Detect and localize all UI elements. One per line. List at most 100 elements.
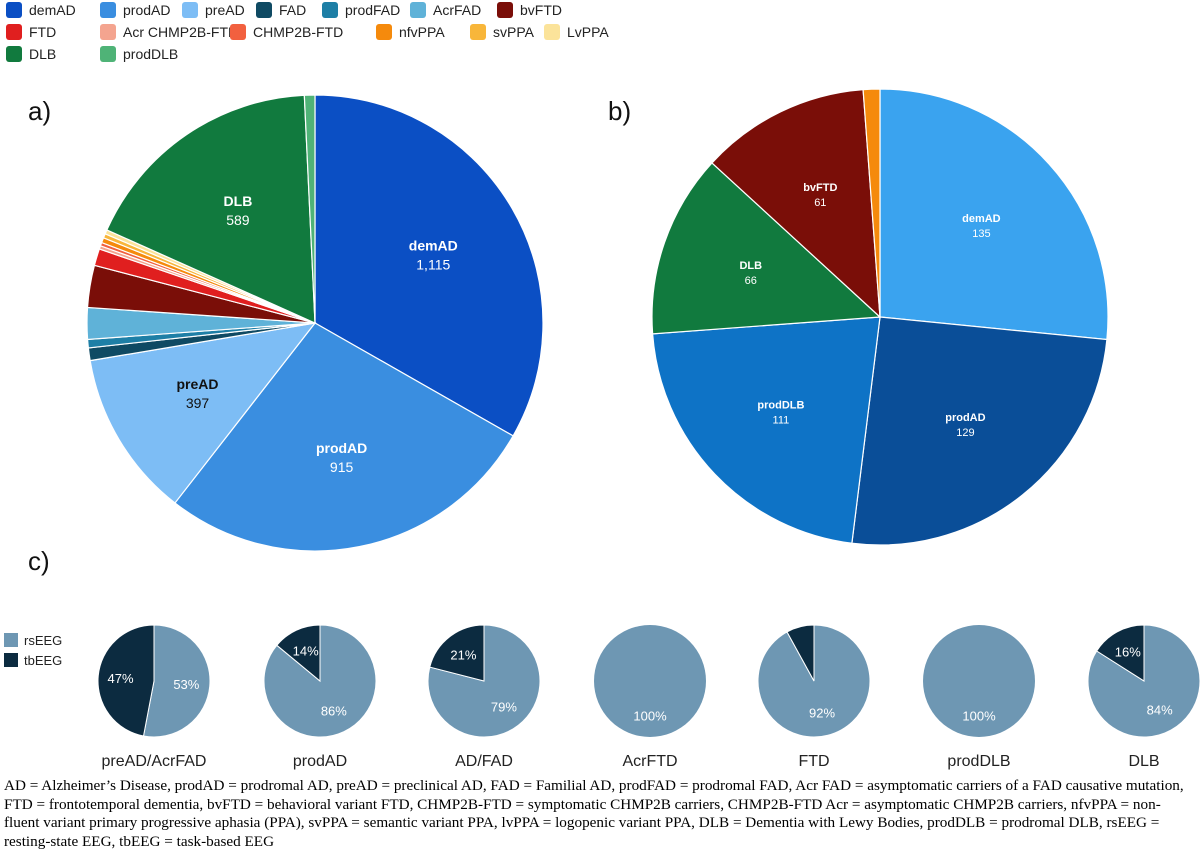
mini-pie-group-label: prodAD: [293, 753, 347, 770]
legend-label: demAD: [29, 2, 76, 18]
legend-swatch: [230, 24, 246, 40]
mini-pie-tb-label: 16%: [1115, 645, 1141, 660]
pie-a-slice-value: 915: [330, 459, 354, 475]
panel-a-label: a): [28, 96, 52, 126]
pie-a-slice: [106, 94, 316, 324]
legend-label: svPPA: [493, 24, 534, 40]
pie-b-slice: [851, 316, 1108, 546]
legend-item: prodDLB: [100, 46, 178, 62]
mini-pie-slice: [1096, 624, 1145, 682]
pie-b-slice-name: prodDLB: [757, 399, 804, 411]
legend-label: prodDLB: [123, 46, 179, 62]
pie-a-slice-name: preAD: [176, 376, 218, 392]
c-legend-swatch: [4, 633, 18, 647]
mini-pie-rs-label: 86%: [321, 703, 347, 718]
legend-item: preAD: [182, 2, 245, 18]
legend-label: FAD: [279, 2, 307, 18]
legend-item: nfvPPA: [376, 24, 445, 40]
c-legend-label: rsEEG: [24, 633, 62, 648]
legend-swatch: [544, 24, 560, 40]
legend-label: DLB: [29, 46, 57, 62]
c-legend-swatch: [4, 653, 18, 667]
legend-label: prodAD: [123, 2, 171, 18]
pie-b-slice-name: bvFTD: [803, 182, 837, 194]
legend-swatch: [256, 2, 272, 18]
legend-item: CHMP2B-FTD: [230, 24, 343, 40]
mini-pie-group-label: FTD: [798, 753, 829, 770]
mini-pie-slice: [1087, 624, 1200, 738]
pie-b-slice-value: 111: [773, 414, 790, 426]
mini-pie-slice: [786, 624, 815, 682]
mini-pie-rs-label: 92%: [809, 705, 835, 720]
legend-label: LvPPA: [567, 24, 609, 40]
pie-b-slice: [862, 88, 881, 318]
legend-item: FTD: [6, 24, 56, 40]
mini-pie-slice: [276, 624, 321, 683]
mini-pie-group-label: AD/FAD: [455, 753, 513, 770]
pie-a-slice: [314, 94, 544, 437]
pie-a-slice-value: 1,115: [416, 256, 450, 272]
pie-b-slice-value: 66: [745, 275, 757, 287]
legend-swatch: [6, 2, 22, 18]
mini-pie-rs-label: 100%: [962, 709, 996, 724]
legend-label: nfvPPA: [399, 24, 445, 40]
legend-swatch: [100, 46, 116, 62]
legend-swatch: [410, 2, 426, 18]
pie-b-slice-name: demAD: [962, 213, 1001, 225]
legend-item: prodFAD: [322, 2, 400, 18]
legend-item: FAD: [256, 2, 306, 18]
legend-swatch: [6, 24, 22, 40]
mini-pie-rs-label: 53%: [173, 677, 199, 692]
pie-a-slice-name: demAD: [409, 237, 458, 253]
legend-swatch: [100, 2, 116, 18]
pie-a-slice-name: prodAD: [316, 440, 367, 456]
legend-label: bvFTD: [520, 2, 562, 18]
pie-b-slice-name: prodAD: [945, 412, 985, 424]
mini-pie-tb-label: 47%: [108, 671, 134, 686]
pie-a-slice-value: 589: [226, 212, 250, 228]
legend-label: prodFAD: [345, 2, 401, 18]
pie-b-slice-name: DLB: [739, 260, 762, 272]
pie-b-slice: [879, 88, 1109, 341]
pie-a-slice: [303, 94, 316, 324]
mini-pie-group-label: DLB: [1128, 753, 1159, 770]
c-legend-label: tbEEG: [24, 653, 62, 668]
mini-pie-slice: [594, 625, 706, 737]
mini-pie-slice: [429, 624, 485, 682]
mini-pie-tb-label: 21%: [450, 647, 476, 662]
mini-pie-rs-label: 84%: [1147, 702, 1173, 717]
legend-swatch: [376, 24, 392, 40]
mini-pie-group-label: AcrFTD: [622, 753, 677, 770]
pie-b-slice-value: 129: [956, 427, 974, 439]
legend-label: CHMP2B-FTD: [253, 24, 344, 40]
mini-pie-group-label: preAD/AcrFAD: [102, 753, 207, 770]
legend-item: DLB: [6, 46, 56, 62]
legend-swatch: [182, 2, 198, 18]
pie-b-slice: [651, 162, 882, 335]
pie-b-slice: [711, 88, 881, 319]
legend-item: bvFTD: [497, 2, 562, 18]
pie-b-slice-value: 61: [814, 197, 826, 209]
pie-b-slice-value: 135: [972, 228, 990, 240]
legend-swatch: [470, 24, 486, 40]
legend-item: AcrFAD: [410, 2, 481, 18]
legend-item: LvPPA: [544, 24, 609, 40]
legend-label: preAD: [205, 2, 245, 18]
legend-label: AcrFAD: [433, 2, 482, 18]
legend-item: Acr CHMP2B-FTD: [100, 24, 238, 40]
legend-swatch: [6, 46, 22, 62]
figure-caption: AD = Alzheimer’s Disease, prodAD = prodr…: [4, 777, 1184, 850]
mini-pie-rs-label: 79%: [491, 700, 517, 715]
legend-label: Acr CHMP2B-FTD: [123, 24, 239, 40]
pie-b-slice: [651, 316, 881, 544]
pie-a-slice: [174, 322, 514, 552]
pie-a-slice: [89, 322, 317, 504]
mini-pie-tb-label: 14%: [293, 644, 319, 659]
legend-item: svPPA: [470, 24, 534, 40]
chart-area: demAD 1,115 prodAD 915 preAD 397 DLB 589 demAD 13…: [4, 88, 1200, 770]
mini-pie-rs-label: 100%: [633, 709, 667, 724]
legend-item: demAD: [6, 2, 76, 18]
mini-pie-slice: [97, 624, 155, 737]
legend-swatch: [322, 2, 338, 18]
legend-swatch: [497, 2, 513, 18]
